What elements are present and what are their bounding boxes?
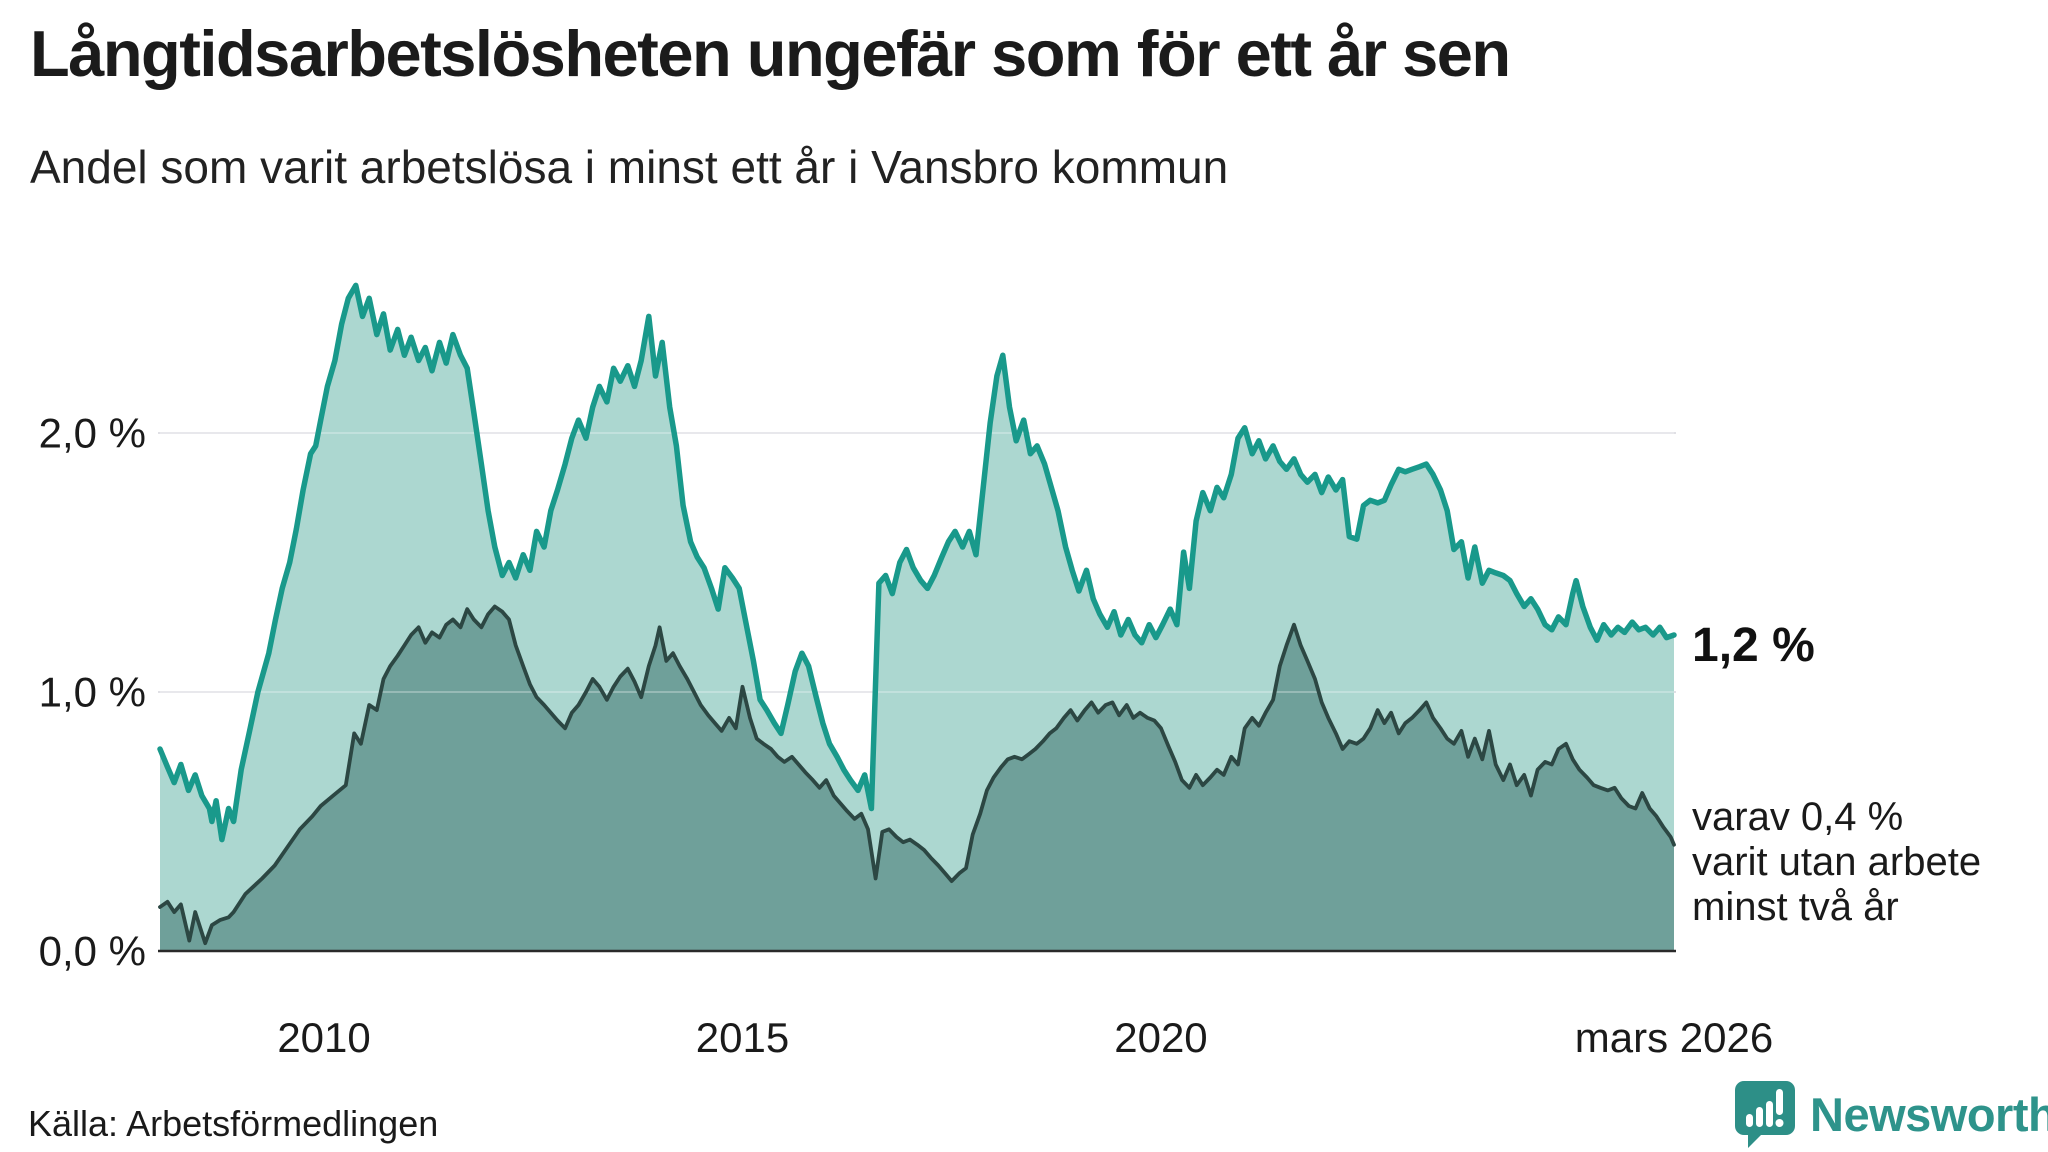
newsworthy-branding: Newsworthy: [1734, 1080, 2048, 1148]
chart-subtitle: Andel som varit arbetslösa i minst ett å…: [30, 141, 1229, 193]
source-attribution: Källa: Arbetsförmedlingen: [28, 1103, 439, 1144]
secondary-series-annotation: varav 0,4 % varit utan arbete minst två …: [1692, 795, 1981, 930]
logo-bubble-shape: [1735, 1081, 1795, 1148]
latest-value-label: 1,2 %: [1692, 619, 1815, 672]
logo-bar-3: [1766, 1101, 1773, 1127]
x-tick-label: 2015: [696, 1014, 789, 1061]
area-fill-minst-två-år: [160, 606, 1674, 951]
logo-bar-2: [1756, 1107, 1763, 1127]
newsworthy-logo-icon: [1735, 1081, 1795, 1148]
logo-bar-1: [1746, 1114, 1753, 1127]
annotation-line-3: minst två år: [1692, 885, 1899, 929]
page-title: Långtidsarbetslösheten ungefär som för e…: [30, 17, 1511, 90]
y-tick-label: 2,0 %: [39, 410, 146, 457]
x-tick-label: 2020: [1114, 1014, 1207, 1061]
logo-exclamation-bar: [1776, 1089, 1783, 1115]
annotation-line-2: varit utan arbete: [1692, 840, 1982, 884]
newsworthy-logo-text: Newsworthy: [1810, 1087, 2048, 1141]
y-tick-label: 0,0 %: [39, 928, 146, 975]
series-line-minst-ett-år: [157, 282, 1677, 843]
x-tick-label: mars 2026: [1575, 1014, 1773, 1061]
y-tick-label: 1,0 %: [39, 669, 146, 716]
x-tick-label: 2010: [277, 1014, 370, 1061]
logo-exclamation-dot: [1775, 1119, 1784, 1127]
annotation-line-1: varav 0,4 %: [1692, 795, 1904, 839]
series-line-minst-två-år: [158, 604, 1676, 946]
